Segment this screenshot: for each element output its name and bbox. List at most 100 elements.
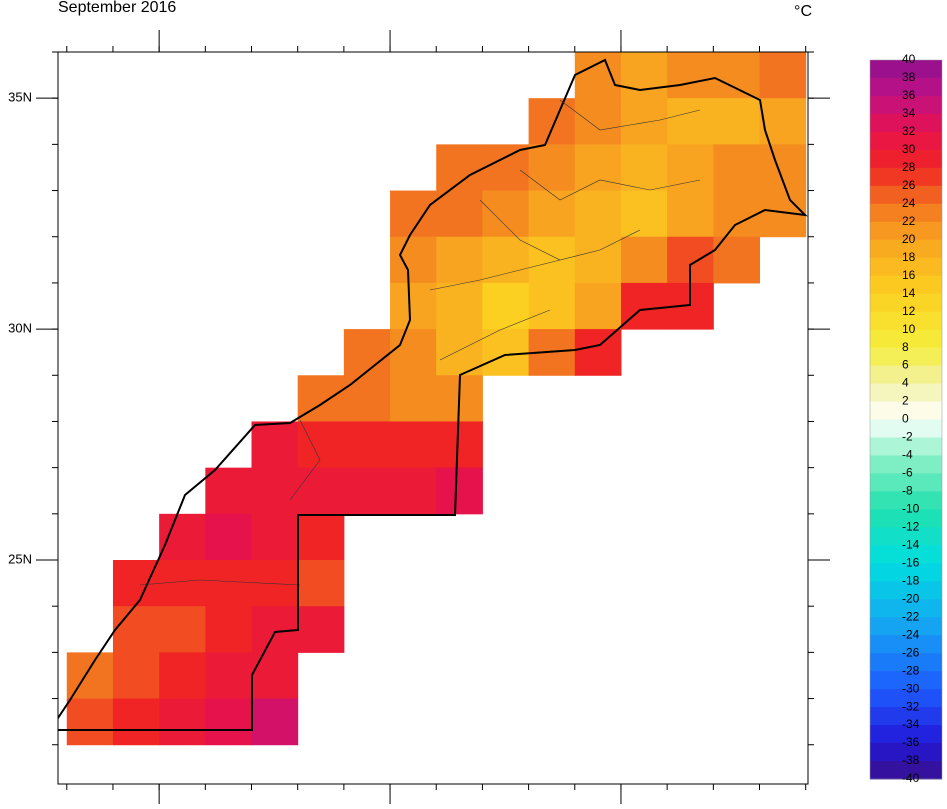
colorbar-label: -24	[902, 627, 920, 641]
grid-cell	[759, 144, 807, 192]
grid-cell	[343, 421, 391, 469]
grid-cell	[436, 421, 483, 469]
grid-cell	[297, 421, 345, 469]
colorbar-label: -8	[902, 484, 913, 498]
grid-cell	[297, 513, 345, 561]
grid-cell	[620, 282, 668, 330]
grid-cell	[482, 329, 530, 376]
grid-cell	[620, 98, 668, 145]
colorbar-box	[870, 383, 942, 403]
colorbar-label: 24	[902, 196, 916, 210]
colorbar-box	[870, 743, 942, 762]
grid-cell	[528, 282, 576, 330]
grid-cell	[390, 467, 437, 515]
colorbar-label: 16	[902, 268, 916, 282]
colorbar-label: 20	[902, 232, 916, 246]
grid-cell	[713, 52, 761, 99]
grid-cell	[759, 98, 807, 145]
colorbar-box	[870, 509, 942, 528]
colorbar-box	[870, 401, 942, 420]
colorbar-label: -32	[902, 699, 920, 713]
grid-cell	[436, 282, 483, 330]
grid-cell	[205, 698, 253, 746]
grid-cell	[482, 236, 530, 284]
colorbar-box	[870, 77, 942, 97]
colorbar-label: -40	[902, 771, 920, 785]
grid-cell	[112, 652, 160, 700]
grid-cell	[159, 606, 206, 653]
grid-cell	[112, 560, 160, 607]
colorbar-box	[870, 185, 942, 205]
colorbar-label: 18	[902, 250, 916, 264]
grid-cell	[528, 98, 576, 145]
colorbar-box	[870, 131, 942, 151]
colorbar-label: 40	[902, 52, 916, 66]
colorbar-label: -2	[902, 430, 913, 444]
grid-cell	[251, 698, 299, 746]
colorbar-box	[870, 437, 942, 456]
colorbar-label: -30	[902, 681, 920, 695]
colorbar-box	[870, 635, 942, 654]
colorbar-label: -18	[902, 573, 920, 587]
colorbar-label: -14	[902, 537, 920, 551]
colorbar-label: -16	[902, 555, 920, 569]
colorbar-box	[870, 95, 942, 115]
grid-cell	[482, 282, 530, 330]
colorbar-box	[870, 563, 942, 582]
colorbar-box	[870, 293, 942, 313]
grid-cell	[205, 467, 253, 515]
grid-cell	[112, 698, 160, 746]
colorbar-label: -20	[902, 591, 920, 605]
grid-cell	[436, 236, 483, 284]
grid-cell	[436, 190, 483, 238]
colorbar-box	[870, 527, 942, 546]
title: September 2016	[58, 0, 176, 16]
grid-cell	[528, 190, 576, 238]
grid-cell	[436, 467, 483, 515]
colorbar-label: 4	[902, 376, 909, 390]
grid-cell	[251, 513, 299, 561]
y-tick-label: 25N	[8, 551, 32, 566]
grid-cell	[390, 236, 437, 284]
grid-cell	[482, 144, 530, 192]
grid-cell	[297, 560, 345, 607]
map-frame	[57, 51, 809, 785]
colorbar-box	[870, 491, 942, 510]
grid-cell	[482, 190, 530, 238]
grid-cell	[620, 236, 668, 284]
colorbar-label: 14	[902, 286, 916, 300]
y-tick-label: 35N	[8, 90, 32, 105]
grid-cell	[667, 52, 714, 99]
colorbar-box	[870, 113, 942, 133]
grid-cell	[343, 375, 391, 422]
colorbar-label: 0	[902, 412, 909, 426]
colorbar-label: -4	[902, 448, 913, 462]
colorbar-label: -10	[902, 502, 920, 516]
colorbar-label: 36	[902, 88, 916, 102]
colorbar-box	[870, 347, 942, 367]
grid-cell	[528, 236, 576, 284]
grid-cell	[713, 144, 761, 192]
colorbar-box	[870, 473, 942, 492]
colorbar-label: -26	[902, 645, 920, 659]
colorbar-label: 32	[902, 124, 916, 138]
grid-cell	[159, 513, 206, 561]
grid-cell	[251, 467, 299, 515]
grid-cell	[574, 190, 622, 238]
grid-cell	[159, 652, 206, 700]
colorbar-label: -12	[902, 520, 920, 534]
grid-cell	[343, 467, 391, 515]
grid-cell	[574, 329, 622, 376]
grid-cell	[574, 144, 622, 192]
unit-label: °C	[794, 3, 812, 20]
grid-cell	[620, 52, 668, 99]
colorbar-box	[870, 275, 942, 295]
colorbar-label: -38	[902, 753, 920, 767]
grid-cell	[713, 236, 761, 284]
grid-cell	[390, 282, 437, 330]
grid-cell	[574, 282, 622, 330]
grid-cell	[713, 98, 761, 145]
colorbar-label: -28	[902, 663, 920, 677]
colorbar-label: -22	[902, 609, 920, 623]
